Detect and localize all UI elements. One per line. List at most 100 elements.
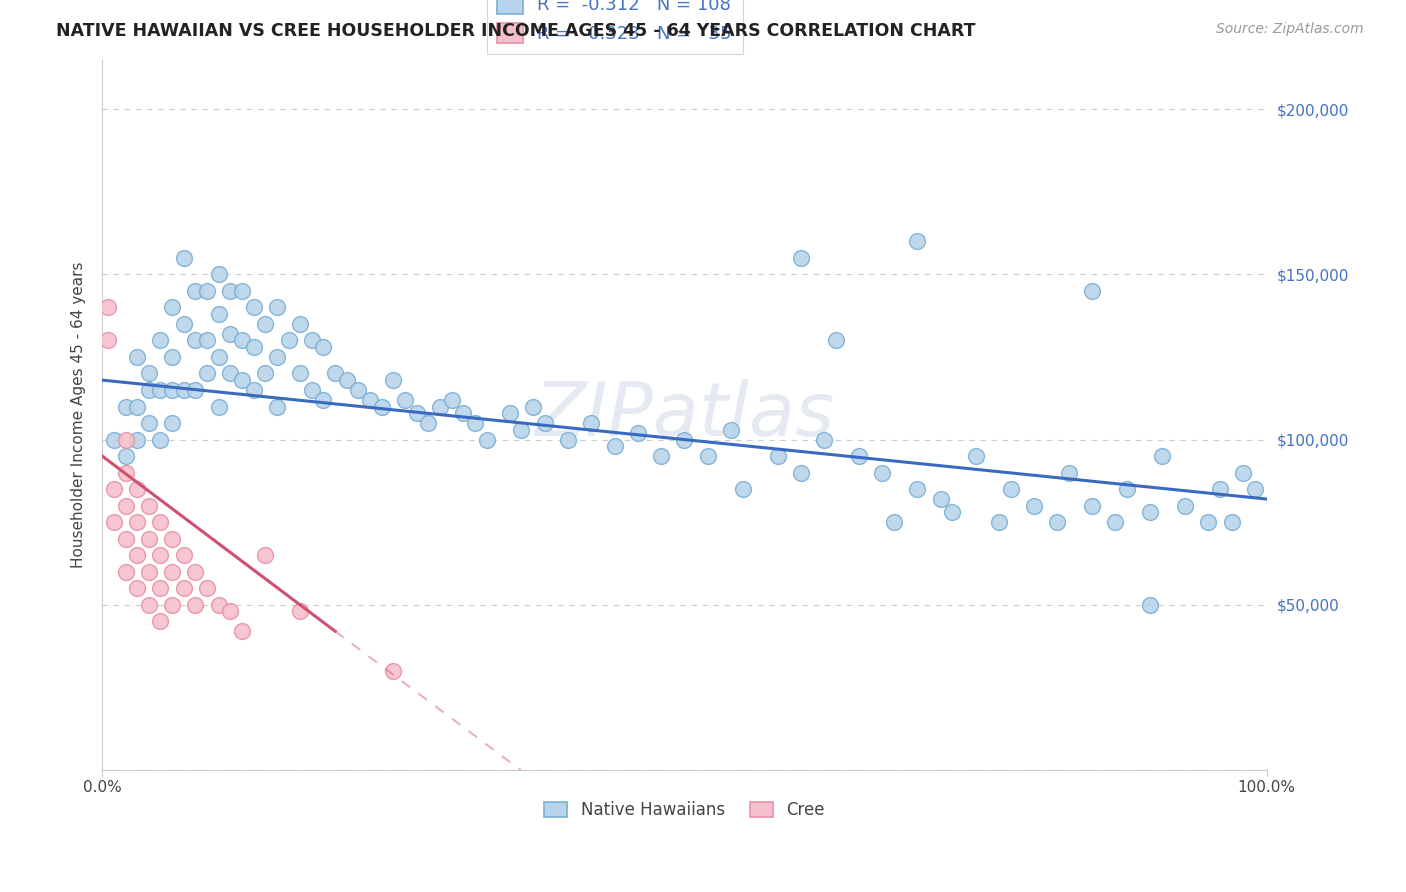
Point <box>149 334 172 348</box>
Point <box>138 383 160 397</box>
Point <box>138 367 160 381</box>
Point <box>1174 499 1197 513</box>
Point <box>208 598 231 612</box>
Point <box>184 383 207 397</box>
Point <box>288 367 311 381</box>
Point <box>266 350 288 364</box>
Point <box>173 548 195 562</box>
Point <box>312 392 335 407</box>
Text: NATIVE HAWAIIAN VS CREE HOUSEHOLDER INCOME AGES 45 - 64 YEARS CORRELATION CHART: NATIVE HAWAIIAN VS CREE HOUSEHOLDER INCO… <box>56 22 976 40</box>
Point <box>1116 482 1139 496</box>
Point <box>195 367 218 381</box>
Point <box>114 532 136 546</box>
Point <box>127 400 149 414</box>
Point <box>941 505 963 519</box>
Point <box>394 392 416 407</box>
Point <box>127 482 149 496</box>
Point <box>254 367 277 381</box>
Point <box>160 383 183 397</box>
Point <box>97 334 120 348</box>
Point <box>103 433 125 447</box>
Point <box>127 581 149 595</box>
Point <box>987 515 1010 529</box>
Point <box>114 433 136 447</box>
Point <box>173 383 195 397</box>
Point <box>301 383 323 397</box>
Point <box>266 301 288 315</box>
Point <box>1104 515 1126 529</box>
Point <box>929 491 952 506</box>
Point <box>97 301 120 315</box>
Point <box>1244 482 1267 496</box>
Point <box>359 392 381 407</box>
Point <box>184 334 207 348</box>
Point <box>160 350 183 364</box>
Point <box>114 400 136 414</box>
Point <box>790 466 813 480</box>
Point <box>301 334 323 348</box>
Point <box>872 466 894 480</box>
Point <box>905 235 928 249</box>
Point <box>370 400 392 414</box>
Point <box>499 406 522 420</box>
Point <box>405 406 427 420</box>
Point <box>824 334 846 348</box>
Point <box>418 416 440 430</box>
Text: ZIPatlas: ZIPatlas <box>534 379 835 450</box>
Point <box>603 439 626 453</box>
Point <box>790 251 813 265</box>
Point <box>451 406 474 420</box>
Point <box>114 449 136 463</box>
Point <box>231 334 253 348</box>
Point <box>1081 499 1104 513</box>
Point <box>149 615 172 629</box>
Point <box>242 383 264 397</box>
Point <box>382 664 405 678</box>
Point <box>266 400 288 414</box>
Point <box>1081 284 1104 298</box>
Point <box>219 326 242 341</box>
Point <box>883 515 905 529</box>
Legend: Native Hawaiians, Cree: Native Hawaiians, Cree <box>537 794 831 826</box>
Point <box>114 499 136 513</box>
Point <box>184 284 207 298</box>
Point <box>208 350 231 364</box>
Point <box>242 301 264 315</box>
Point <box>219 284 242 298</box>
Point <box>103 515 125 529</box>
Point <box>195 334 218 348</box>
Point <box>195 284 218 298</box>
Point <box>149 581 172 595</box>
Point <box>231 624 253 639</box>
Point <box>138 598 160 612</box>
Point <box>848 449 870 463</box>
Point <box>149 433 172 447</box>
Point <box>650 449 672 463</box>
Point <box>184 565 207 579</box>
Point <box>1150 449 1173 463</box>
Point <box>347 383 370 397</box>
Point <box>103 482 125 496</box>
Point <box>581 416 603 430</box>
Point <box>475 433 498 447</box>
Point <box>440 392 463 407</box>
Point <box>149 515 172 529</box>
Point <box>557 433 579 447</box>
Point <box>673 433 696 447</box>
Point <box>1232 466 1254 480</box>
Point <box>127 433 149 447</box>
Point <box>1220 515 1243 529</box>
Point <box>766 449 789 463</box>
Point <box>127 515 149 529</box>
Point <box>813 433 835 447</box>
Point <box>127 350 149 364</box>
Point <box>1139 598 1161 612</box>
Point <box>195 581 218 595</box>
Point <box>905 482 928 496</box>
Point <box>288 317 311 331</box>
Point <box>627 425 650 440</box>
Point <box>1046 515 1069 529</box>
Point <box>173 581 195 595</box>
Point <box>231 373 253 387</box>
Point <box>208 400 231 414</box>
